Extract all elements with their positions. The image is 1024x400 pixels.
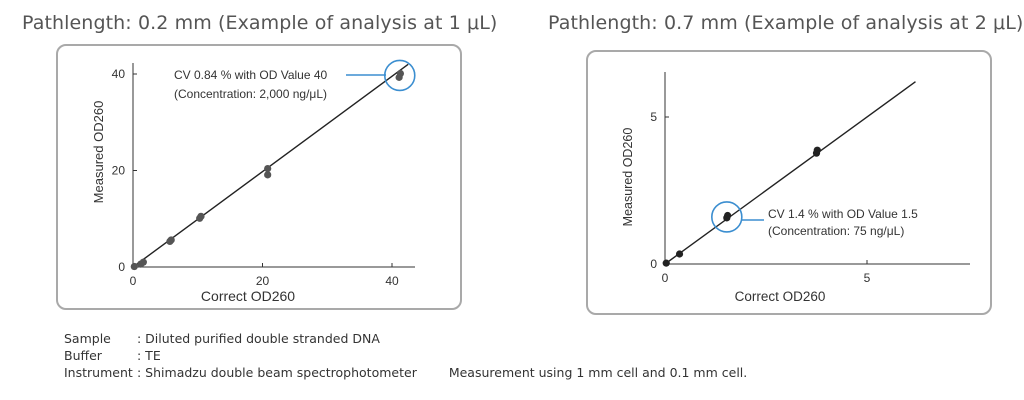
left-fit-line: [132, 63, 409, 268]
sample-label: Sample: [64, 331, 111, 346]
experiment-conditions: Sample : Diluted purified double stranded…: [64, 330, 747, 381]
right-annotation-concentration: (Concentration: 75 ng/μL): [768, 224, 904, 238]
left-data-point: [264, 164, 272, 173]
right-y-tick-label: 5: [650, 110, 657, 124]
instrument-row: Instrument : Shimadzu double beam spectro…: [64, 364, 747, 381]
instrument-label: Instrument: [64, 365, 133, 380]
left-y-tick-label: 0: [118, 260, 125, 274]
left-chart-heading: Pathlength: 0.2 mm (Example of analysis …: [22, 12, 498, 34]
right-data-point: [724, 211, 732, 220]
left-y-axis-label: Measured OD260: [91, 101, 106, 204]
buffer-label: Buffer: [64, 348, 102, 363]
right-x-tick-label: 0: [662, 271, 669, 285]
right-data-point: [813, 146, 821, 154]
left-y-tick-label: 40: [112, 67, 126, 81]
right-y-tick-label: 0: [650, 257, 657, 271]
buffer-value: : TE: [137, 348, 161, 363]
right-data-point: [662, 259, 670, 267]
sample-value: : Diluted purified double stranded DNA: [137, 331, 380, 346]
right-x-axis-label: Correct OD260: [735, 289, 826, 304]
left-data-point: [197, 212, 205, 220]
right-highlight-circle: [711, 201, 743, 233]
left-x-tick-label: 0: [130, 274, 137, 288]
left-annotation-concentration: (Concentration: 2,000 ng/μL): [174, 87, 327, 101]
right-chart-panel: [586, 50, 992, 315]
left-x-tick-label: 40: [385, 274, 399, 288]
right-y-axis-label: Measured OD260: [621, 128, 635, 227]
left-x-tick-label: 20: [256, 274, 270, 288]
left-annotation-cv: CV 0.84 % with OD Value 40: [174, 68, 328, 82]
right-annotation-cv: CV 1.4 % with OD Value 1.5: [768, 207, 918, 221]
buffer-row: Buffer : TE: [64, 347, 747, 364]
left-data-point: [130, 262, 138, 271]
right-fit-line: [664, 81, 916, 265]
right-x-tick-label: 5: [864, 271, 871, 285]
left-data-point: [167, 236, 175, 244]
right-data-point: [675, 250, 684, 258]
left-x-axis-label: Correct OD260: [201, 288, 295, 304]
left-y-tick-label: 20: [112, 164, 126, 178]
left-data-point: [396, 69, 405, 78]
sample-row: Sample : Diluted purified double stranded…: [64, 330, 747, 347]
right-chart-heading: Pathlength: 0.7 mm (Example of analysis …: [548, 12, 1024, 34]
instrument-value: : Shimadzu double beam spectrophotometer: [137, 365, 417, 380]
left-data-point: [139, 258, 147, 266]
left-data-point: [264, 171, 272, 179]
left-chart-panel: [56, 44, 462, 310]
measurement-note: Measurement using 1 mm cell and 0.1 mm c…: [448, 365, 748, 380]
